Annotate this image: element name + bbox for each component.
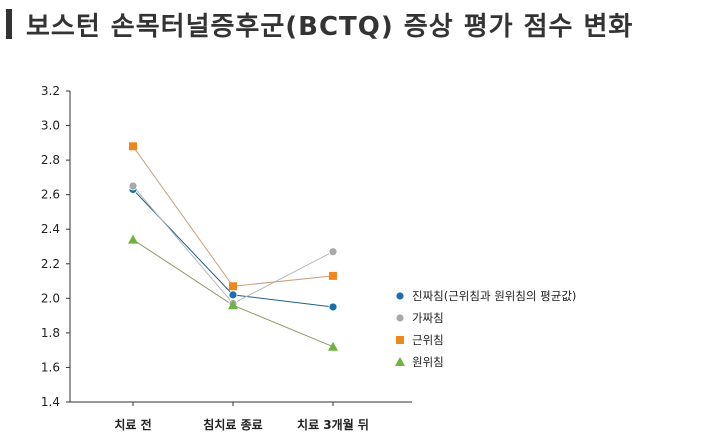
chart-title: 보스턴 손목터널증후군(BCTQ) 증상 평가 점수 변화: [26, 11, 634, 42]
data-point-s1-2: [328, 247, 338, 257]
title-accent-bar: [6, 9, 12, 39]
y-tick-label: 1.8: [41, 326, 60, 340]
legend-marker-2: [396, 336, 404, 344]
y-tick-label: 2.2: [41, 257, 60, 271]
y-tick-label: 3.0: [41, 119, 60, 133]
data-point-s0-1: [228, 290, 238, 300]
chart-axes: [69, 91, 412, 403]
data-point-s2-0: [129, 142, 137, 151]
x-axis-ticks: 치료 전 침치료 종료 치료 3개월 뒤: [114, 402, 369, 432]
data-point-s2-1: [229, 282, 237, 291]
y-tick-label: 2.8: [41, 153, 60, 167]
legend-label-0: 진짜침(근위침과 원위침의 평균값): [412, 289, 576, 303]
legend-marker-0: [395, 291, 405, 301]
series-markers: [128, 142, 338, 351]
data-point-s0-2: [328, 302, 338, 312]
y-tick-label: 2.4: [41, 222, 60, 236]
data-point-s3-1: [228, 300, 238, 310]
legend-label-1: 가짜침: [412, 311, 444, 325]
series-line-2: [132, 145, 334, 287]
x-tick-label: 침치료 종료: [203, 417, 262, 432]
chart-title-block: 보스턴 손목터널증후군(BCTQ) 증상 평가 점수 변화: [6, 4, 633, 44]
x-tick-label: 치료 전: [114, 417, 151, 432]
series-lines: [132, 145, 334, 348]
y-tick-label: 2.0: [41, 291, 60, 305]
y-axis-ticks: 1.4 1.6 1.8 2.0 2.2 2.4 2.6 2.8 3.0 3.2: [41, 84, 70, 409]
legend-label-2: 근위침: [412, 333, 444, 347]
legend-marker-1: [395, 313, 405, 323]
data-point-s3-2: [328, 341, 338, 351]
y-tick-label: 3.2: [41, 84, 60, 98]
legend-marker-3: [395, 357, 405, 366]
y-tick-label: 1.6: [41, 360, 60, 374]
data-point-s1-0: [128, 181, 138, 191]
legend-label-3: 원위침: [412, 355, 444, 369]
y-tick-label: 1.4: [41, 395, 60, 409]
data-point-s3-0: [128, 234, 138, 244]
data-point-s2-2: [329, 271, 337, 280]
x-tick-label: 치료 3개월 뒤: [297, 417, 369, 432]
y-tick-label: 2.6: [41, 188, 60, 202]
